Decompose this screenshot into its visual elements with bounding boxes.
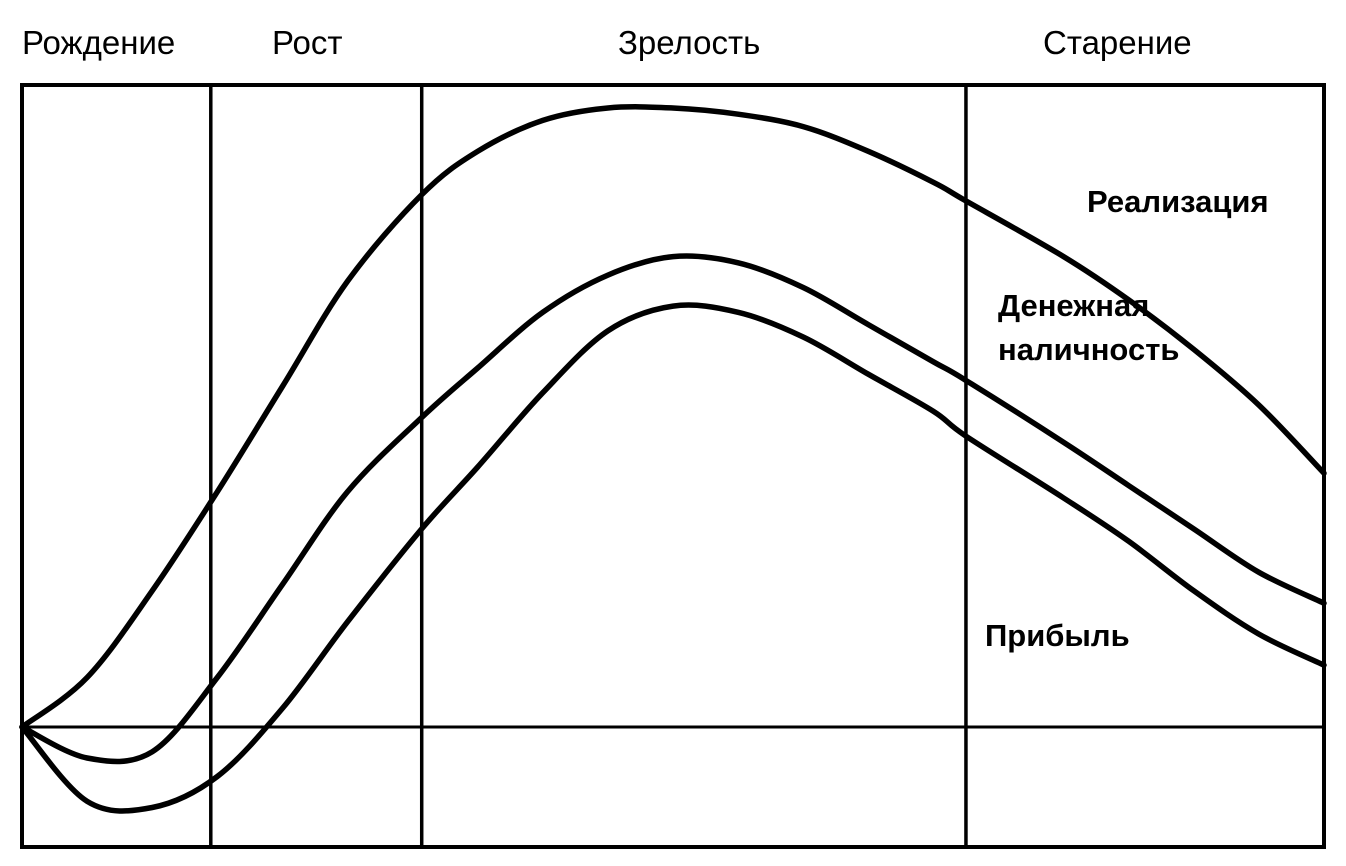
curve-label-sales: Реализация xyxy=(1087,184,1269,219)
stage-label-1: Рост xyxy=(272,24,343,61)
curve-cash xyxy=(19,253,1327,765)
curve-sales xyxy=(19,104,1327,730)
curves xyxy=(19,104,1327,814)
stage-label-0: Рождение xyxy=(22,24,175,61)
stage-labels: Рождение Рост Зрелость Старение xyxy=(22,24,1192,61)
curve-label-cash-line-1: наличность xyxy=(998,332,1179,367)
curve-labels: Реализация Денежная наличность Прибыль xyxy=(985,184,1269,653)
curve-profit xyxy=(19,302,1327,814)
chart-frame xyxy=(20,83,1326,849)
curve-label-cash-line-0: Денежная xyxy=(998,288,1149,323)
curve-label-profit: Прибыль xyxy=(985,618,1130,653)
stage-label-3: Старение xyxy=(1043,24,1192,61)
stage-label-2: Зрелость xyxy=(618,24,760,61)
stage-dividers xyxy=(209,85,968,847)
curve-label-cash: Денежная наличность xyxy=(998,288,1179,367)
